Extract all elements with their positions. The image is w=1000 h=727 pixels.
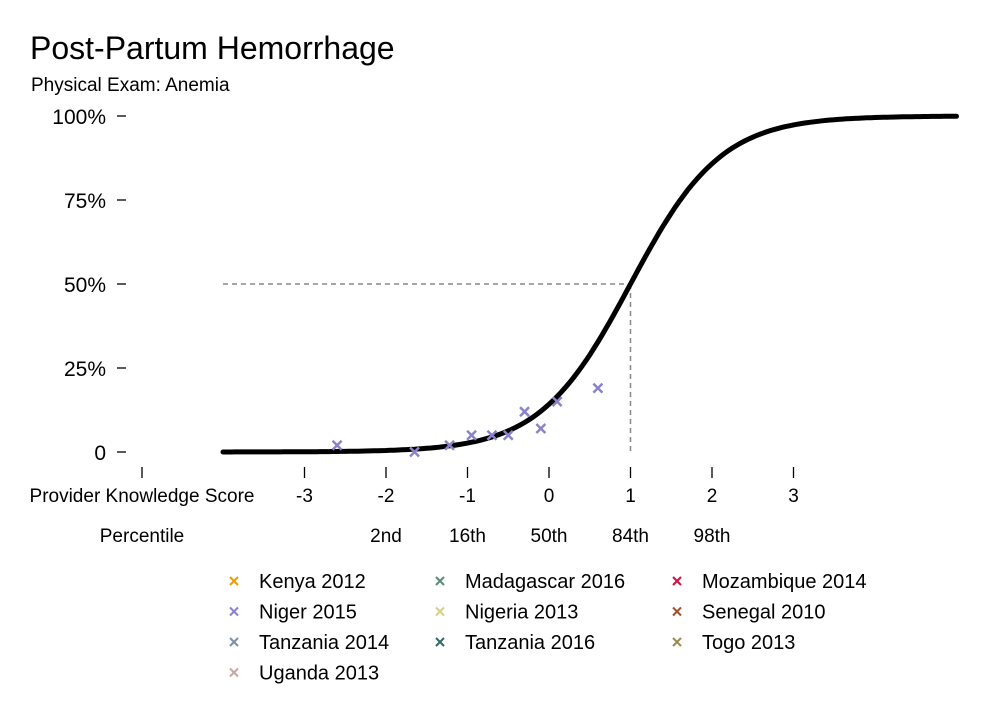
point-stroke	[466, 429, 477, 441]
data-point	[331, 439, 343, 451]
data-point	[486, 429, 498, 441]
point-stroke	[331, 439, 343, 451]
legend-item: Nigeria 2013	[435, 602, 578, 624]
x-tick-label: -3	[296, 486, 313, 507]
percentile-tick-label: 50th	[531, 526, 568, 547]
data-point	[519, 406, 530, 418]
data-point	[409, 446, 420, 458]
legend-marker	[672, 637, 682, 647]
data-point	[535, 423, 547, 434]
data-points	[331, 382, 604, 458]
legend-marker	[435, 637, 445, 647]
legend-label: Nigeria 2013	[465, 602, 578, 624]
legend-label: Uganda 2013	[259, 663, 379, 685]
legend-item: Uganda 2013	[229, 663, 379, 685]
y-tick-label: 25%	[64, 358, 106, 381]
y-tick-label: 100%	[52, 106, 106, 129]
legend-marker	[435, 576, 445, 586]
legend-label: Tanzania 2014	[259, 632, 389, 654]
legend-label: Madagascar 2016	[465, 571, 625, 593]
legend-item: Tanzania 2016	[435, 632, 595, 654]
legend-label: Mozambique 2014	[702, 571, 867, 593]
percentile-tick-label: 16th	[449, 526, 486, 547]
legend-marker	[229, 637, 239, 647]
point-stroke	[502, 429, 514, 441]
percentile-tick-label: 98th	[694, 526, 731, 547]
legend-marker	[229, 576, 239, 586]
legend-item: Niger 2015	[229, 602, 357, 624]
legend-item: Togo 2013	[672, 632, 795, 654]
x-tick-label: -1	[459, 486, 476, 507]
logistic-curve	[220, 113, 959, 455]
point-stroke	[409, 446, 420, 458]
data-point	[444, 439, 455, 451]
legend-item: Madagascar 2016	[435, 571, 625, 593]
legend-marker	[672, 576, 682, 586]
point-stroke	[592, 382, 604, 394]
reference-lines	[223, 283, 632, 452]
data-point	[551, 396, 563, 407]
legend-marker	[229, 606, 239, 617]
chart-subtitle: Physical Exam: Anemia	[31, 75, 230, 96]
data-point	[592, 382, 604, 394]
legend-marker	[672, 606, 682, 617]
percentile-tick-label: 84th	[612, 526, 649, 547]
data-point	[466, 429, 477, 441]
percentile-axis-label: Percentile	[100, 526, 185, 547]
percentile-tick-label: 2nd	[370, 526, 402, 547]
x-axis-label: Provider Knowledge Score	[30, 486, 255, 507]
point-stroke	[535, 423, 547, 434]
point-stroke	[444, 439, 455, 451]
legend-item: Kenya 2012	[229, 571, 366, 593]
legend-label: Togo 2013	[702, 632, 795, 654]
x-axis: Provider Knowledge Score Percentile -3 -2…	[30, 467, 799, 547]
legend-item: Tanzania 2014	[229, 632, 389, 654]
legend-marker	[229, 667, 239, 678]
chart-title: Post-Partum Hemorrhage	[30, 30, 395, 66]
x-tick-label: 0	[544, 486, 555, 507]
x-tick-label: 2	[707, 486, 718, 507]
data-point	[502, 429, 514, 441]
y-tick-label: 0	[94, 442, 106, 465]
legend-label: Niger 2015	[259, 602, 357, 624]
y-tick-label: 75%	[64, 190, 106, 213]
x-tick-label: 3	[788, 486, 799, 507]
point-stroke	[486, 429, 498, 441]
x-tick-label: -2	[378, 486, 395, 507]
point-stroke	[519, 406, 530, 418]
legend-item: Mozambique 2014	[672, 571, 867, 593]
legend-label: Senegal 2010	[702, 602, 825, 624]
y-tick-label: 50%	[64, 274, 106, 297]
point-stroke	[551, 396, 563, 407]
x-tick-label: 1	[625, 486, 636, 507]
legend: Kenya 2012 Madagascar 2016 Mozambique 2014…	[229, 571, 867, 685]
y-axis: 0 25% 50% 75% 100%	[52, 106, 126, 465]
legend-marker	[435, 606, 445, 617]
legend-label: Kenya 2012	[259, 571, 366, 593]
legend-label: Tanzania 2016	[465, 632, 595, 654]
legend-item: Senegal 2010	[672, 602, 825, 624]
